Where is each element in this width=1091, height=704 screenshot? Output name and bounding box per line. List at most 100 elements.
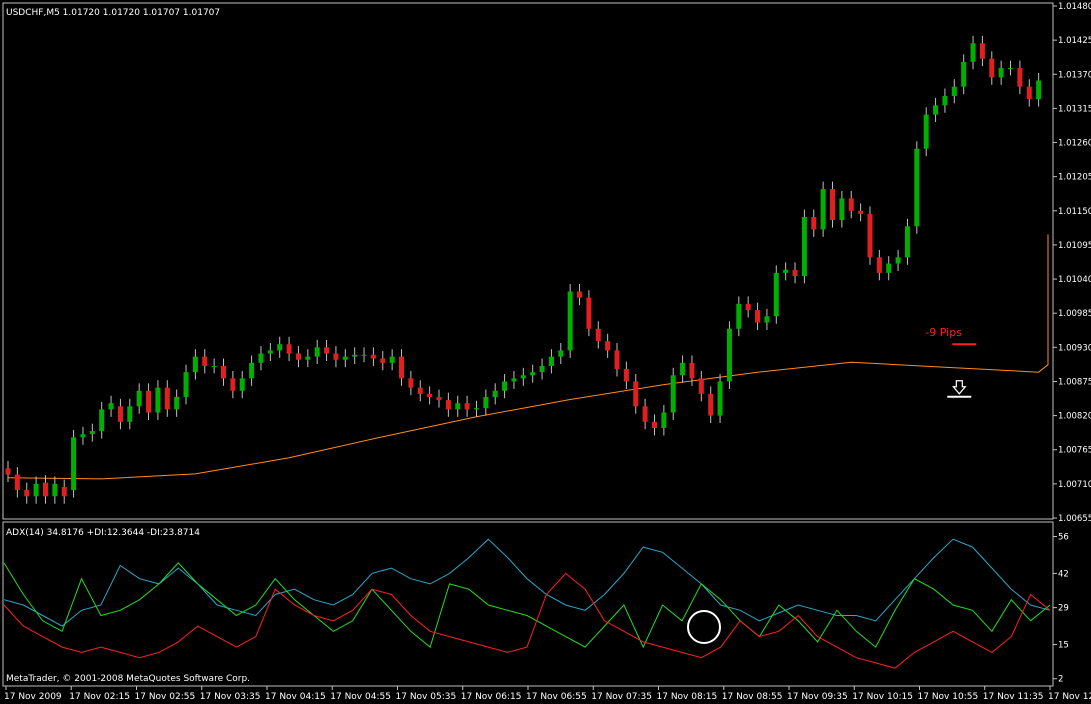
bull-candle (239, 378, 245, 391)
bull-candle (99, 409, 105, 432)
bull-candle (839, 198, 845, 221)
bear-candle (858, 210, 864, 214)
bull-candle (970, 43, 976, 62)
price-axis: 1.01480 1.01425 1.01370 1.01315 1.01260 1.012… (1053, 2, 1091, 524)
time-tick-label: 17 Nov 10:15 (852, 692, 913, 702)
time-tick-label: 17 Nov 06:55 (526, 692, 587, 702)
bear-candle (220, 365, 226, 379)
bull-candle (680, 362, 686, 376)
time-tick-label: 17 Nov 06:15 (461, 692, 522, 702)
bear-candle (380, 358, 386, 363)
price-tick-label: 1.00820 (1058, 412, 1091, 422)
price-tick-label: 1.00985 (1058, 309, 1091, 319)
indicator-header: ADX(14) 34.8176 +DI:12.3644 -DI:23.8714 (6, 528, 200, 538)
bull-candle (183, 372, 189, 397)
time-tick-label: 17 Nov 04:15 (265, 692, 326, 702)
time-axis: 17 Nov 2009 17 Nov 02:15 17 Nov 02:55 17 No… (4, 686, 1091, 702)
bull-candle (455, 403, 461, 410)
price-tick-label: 1.01150 (1058, 207, 1091, 217)
bull-candle (914, 148, 920, 227)
bull-candle (108, 403, 114, 410)
time-tick-label: 17 Nov 02:15 (69, 692, 130, 702)
bull-candle (539, 365, 545, 373)
time-tick-label: 17 Nov 08:55 (722, 692, 783, 702)
bear-candle (577, 291, 583, 298)
bear-candle (146, 390, 152, 413)
bear-candle (24, 490, 30, 497)
bear-candle (399, 356, 405, 379)
bear-candle (61, 486, 67, 497)
bull-candle (942, 95, 948, 106)
price-tick-label: 1.00930 (1058, 343, 1091, 353)
bull-candle (1008, 68, 1014, 70)
price-tick-label: 1.01315 (1058, 104, 1091, 114)
trade-annotation-layer: -9 Pips (925, 326, 977, 398)
time-tick-label: 17 Nov 07:35 (591, 692, 652, 702)
indicator-tick-label: 42 (1058, 569, 1069, 579)
minus-di-line (3, 572, 1051, 669)
bear-candle (202, 356, 208, 366)
crossover-circle-icon (687, 610, 721, 644)
bear-candle (876, 257, 882, 273)
price-tick-label: 1.01260 (1058, 139, 1091, 149)
bull-candle (520, 375, 526, 379)
indicator-lines-layer (3, 538, 1051, 669)
bear-candle (324, 347, 330, 354)
bull-candle (511, 378, 517, 382)
bull-candle (155, 387, 161, 413)
bull-candle (670, 375, 676, 413)
bull-candle (998, 68, 1004, 78)
bull-candle (483, 396, 489, 409)
time-tick-label: 17 Nov 10:55 (918, 692, 979, 702)
bear-candle (792, 269, 798, 276)
bear-candle (427, 393, 433, 397)
time-tick-label: 17 Nov 2009 (4, 692, 62, 702)
time-tick-label: 17 Nov 05:35 (396, 692, 457, 702)
bull-candle (33, 483, 39, 497)
bull-candle (820, 189, 826, 230)
main-chart-header: USDCHF,M5 1.01720 1.01720 1.01707 1.0170… (6, 8, 220, 18)
bull-candle (305, 356, 311, 360)
plus-di-line (3, 562, 1051, 649)
time-tick-label: 17 Nov 02:55 (135, 692, 196, 702)
sell-arrow-icon (947, 380, 972, 398)
bull-candle (895, 257, 901, 264)
time-tick-label: 17 Nov 04:55 (330, 692, 391, 702)
bull-candle (961, 61, 967, 87)
bear-candle (595, 328, 601, 342)
bear-candle (117, 406, 123, 422)
bear-candle (14, 474, 20, 491)
bear-candle (42, 482, 48, 497)
bear-candle (989, 58, 995, 78)
price-panel[interactable]: 1.01480 1.01425 1.01370 1.01315 1.01260 1.012… (2, 2, 1091, 524)
time-tick-label: 17 Nov 12:15 (1048, 692, 1091, 702)
bull-candle (473, 408, 479, 410)
bear-candle (689, 362, 695, 379)
indicator-axis: 56 42 29 15 2 (1053, 533, 1069, 685)
bear-candle (745, 303, 751, 311)
bear-candle (417, 387, 423, 394)
bear-candle (445, 400, 451, 410)
bull-candle (89, 431, 95, 435)
bear-candle (633, 381, 639, 407)
bear-candle (333, 353, 339, 360)
bull-candle (736, 303, 742, 329)
bull-candle (783, 269, 789, 273)
bull-candle (904, 226, 910, 258)
bear-candle (164, 387, 170, 410)
price-tick-label: 1.00710 (1058, 480, 1091, 490)
time-tick-label: 17 Nov 09:35 (787, 692, 848, 702)
bull-candle (80, 434, 86, 438)
bull-candle (492, 390, 498, 397)
price-tick-label: 1.01205 (1058, 173, 1091, 183)
bull-candle (389, 356, 395, 363)
bear-candle (605, 341, 611, 351)
bull-candle (174, 396, 180, 410)
bear-candle (708, 393, 714, 416)
bear-candle (1026, 86, 1032, 100)
bear-candle (464, 403, 470, 410)
bear-candle (979, 43, 985, 59)
bull-candle (52, 483, 58, 497)
